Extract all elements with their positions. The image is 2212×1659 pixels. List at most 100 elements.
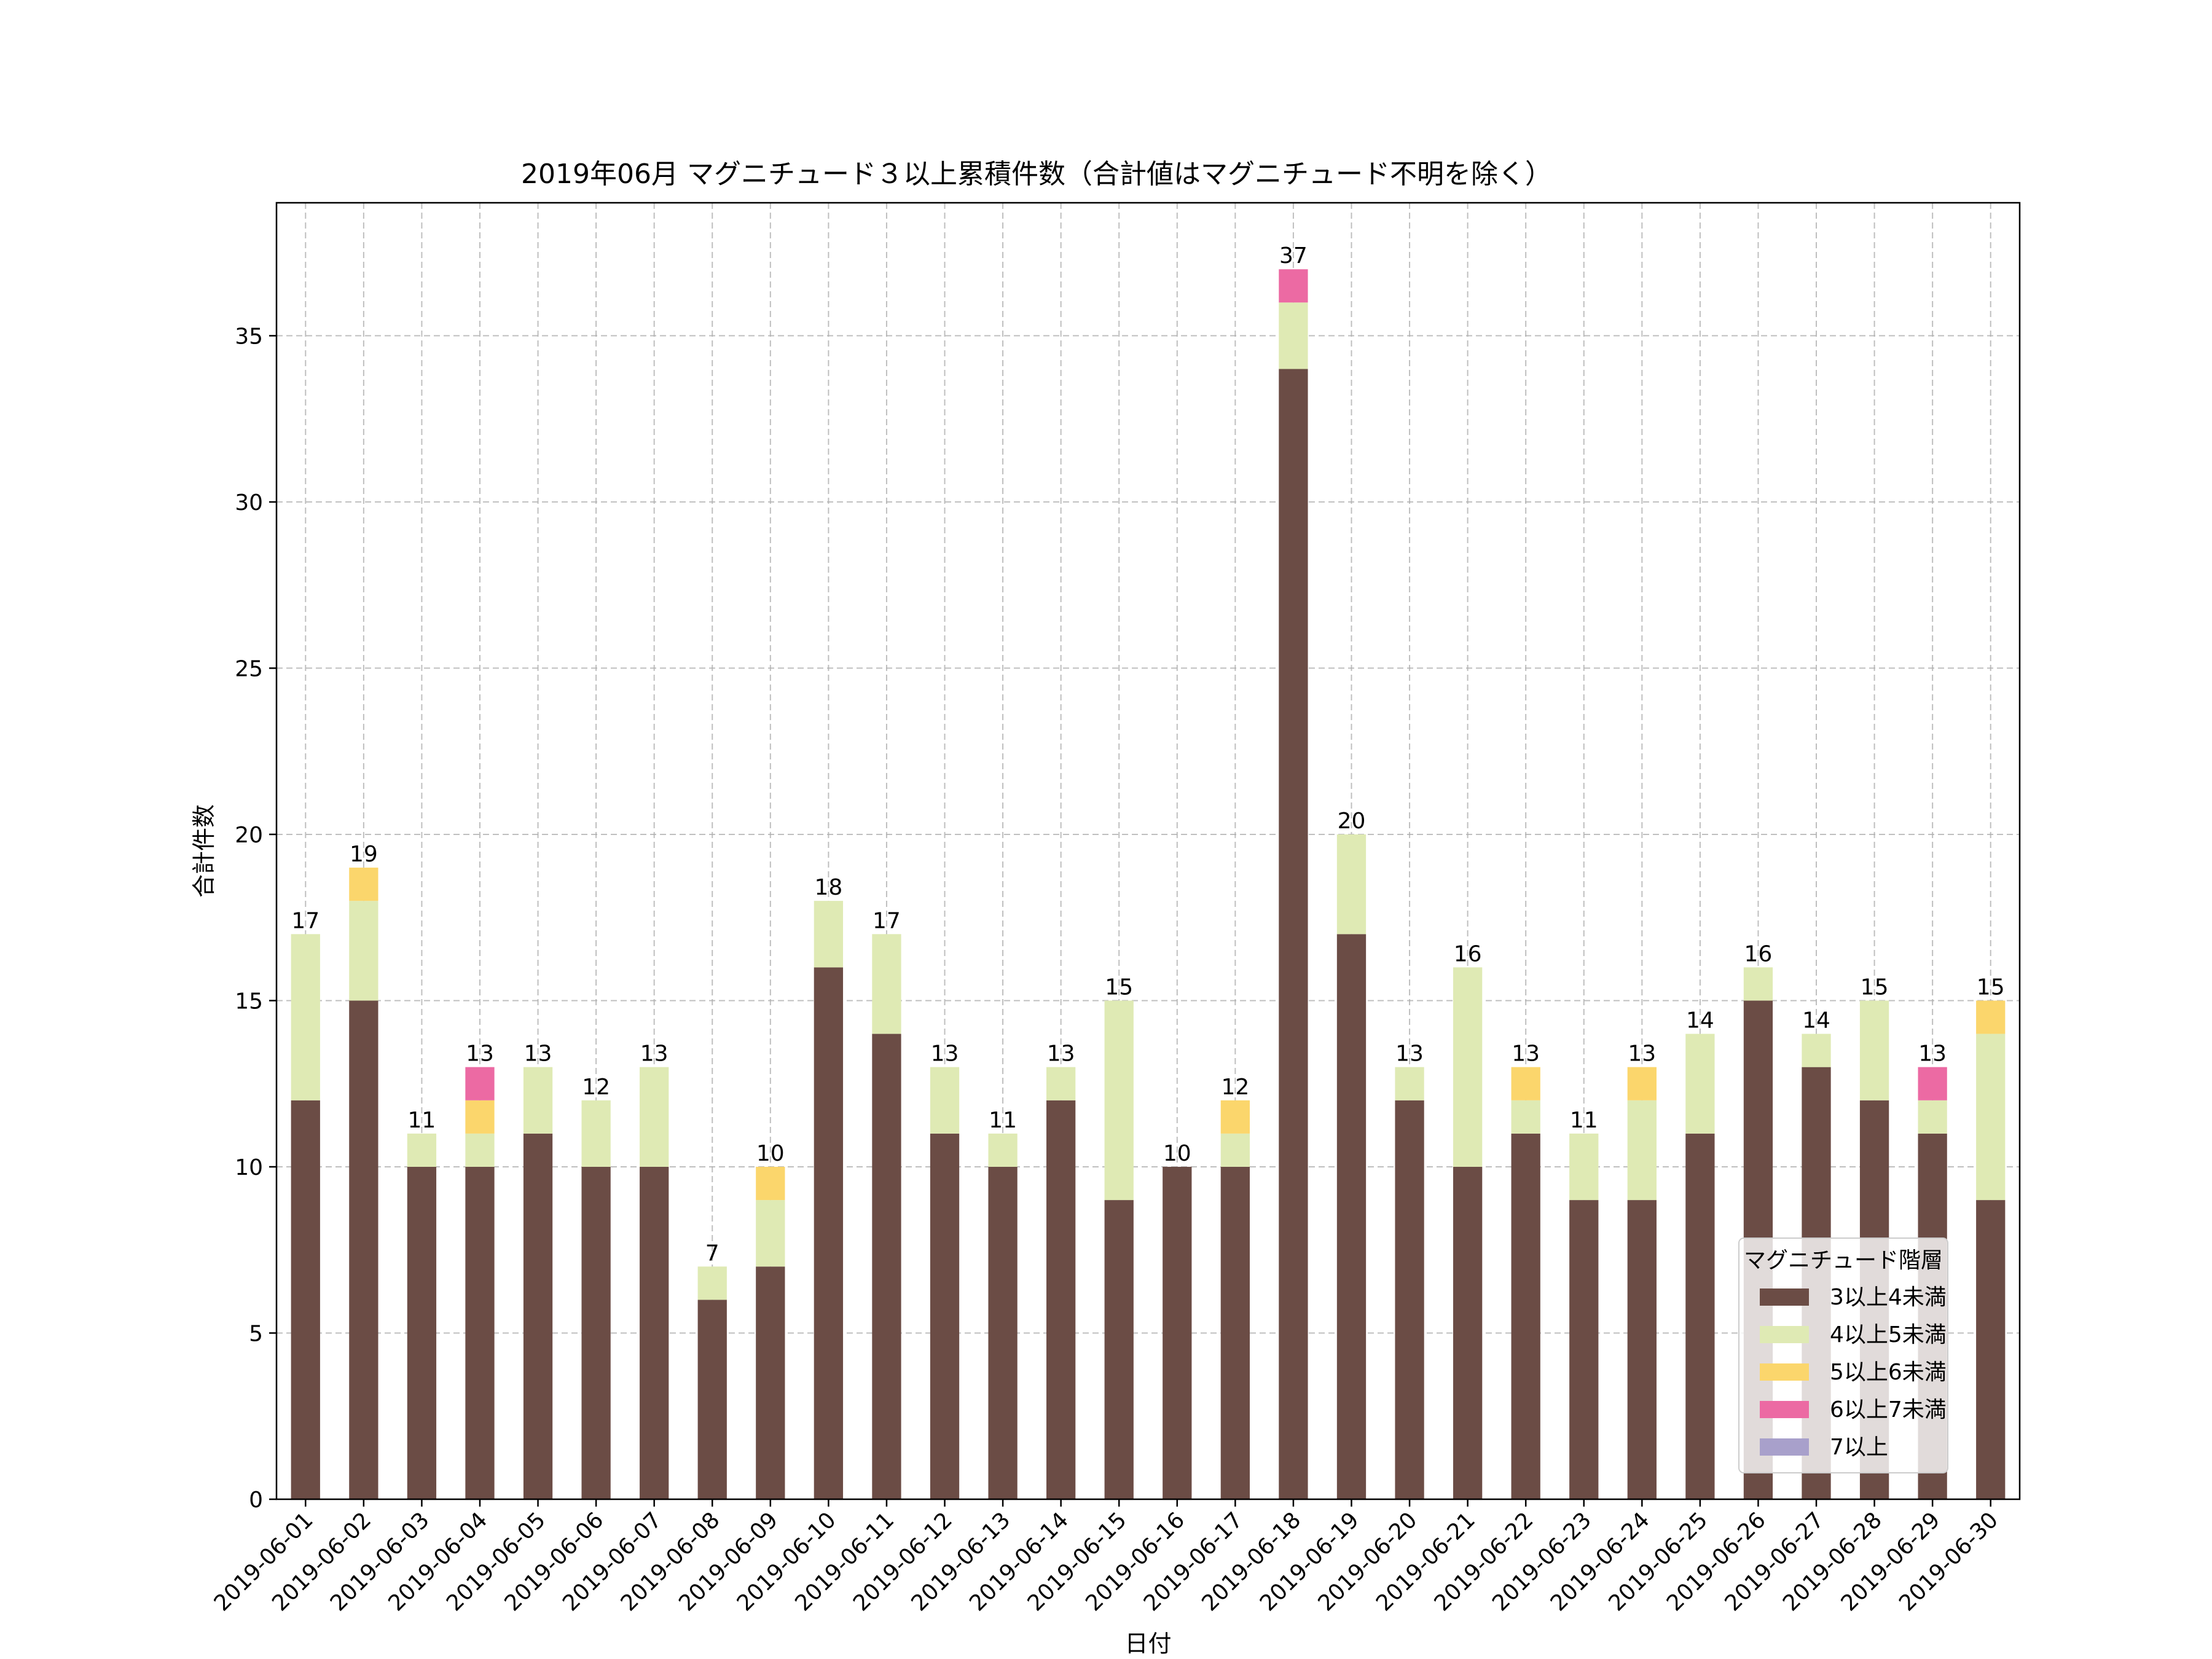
bar-segment-2019-06-29-s3 (1918, 1067, 1947, 1100)
bar-segment-2019-06-25-s1 (1685, 1033, 1715, 1134)
total-label-2019-06-07: 13 (640, 1041, 669, 1067)
bar-segment-2019-06-09-s2 (756, 1166, 785, 1201)
bar-segment-2019-06-20-s0 (1395, 1100, 1424, 1499)
total-label-2019-06-29: 13 (1918, 1041, 1947, 1067)
bar-segment-2019-06-20-s1 (1395, 1067, 1424, 1100)
bar-segment-2019-06-23-s1 (1569, 1133, 1599, 1201)
legend-swatch-3 (1760, 1401, 1809, 1418)
bar-segment-2019-06-13-s0 (988, 1166, 1018, 1499)
bar-segment-2019-06-26-s1 (1743, 967, 1773, 1001)
y-tick-label: 15 (235, 989, 263, 1014)
total-label-2019-06-26: 16 (1744, 941, 1773, 967)
bar-segment-2019-06-01-s1 (291, 934, 320, 1100)
bar-segment-2019-06-06-s1 (581, 1100, 611, 1167)
total-label-2019-06-04: 13 (466, 1041, 494, 1067)
y-tick-label: 5 (249, 1321, 263, 1346)
bar-segment-2019-06-03-s1 (407, 1133, 437, 1167)
bar-segment-2019-06-10-s1 (814, 901, 844, 968)
total-label-2019-06-27: 14 (1802, 1008, 1830, 1033)
total-label-2019-06-21: 16 (1454, 941, 1482, 967)
bar-segment-2019-06-15-s0 (1104, 1200, 1134, 1499)
bar-segment-2019-06-22-s1 (1511, 1100, 1540, 1134)
total-label-2019-06-25: 14 (1686, 1008, 1714, 1033)
legend: マグニチュード階層 3以上4未満 4以上5未満 5以上6未満 6以上7未満 7以上 (1738, 1237, 1948, 1473)
total-label-2019-06-23: 11 (1570, 1108, 1598, 1133)
legend-label-4: 7以上 (1830, 1435, 1888, 1460)
legend-label-0: 3以上4未満 (1830, 1285, 1947, 1310)
legend-swatch-1 (1760, 1326, 1809, 1343)
bar-segment-2019-06-08-s0 (697, 1300, 727, 1499)
total-label-2019-06-15: 15 (1105, 975, 1133, 1000)
total-label-2019-06-11: 17 (873, 908, 901, 933)
bar-segment-2019-06-04-s2 (465, 1100, 495, 1134)
bar-segment-2019-06-16-s0 (1163, 1166, 1192, 1499)
bars-layer (291, 269, 2006, 1499)
bar-segment-2019-06-13-s1 (988, 1133, 1018, 1167)
bar-segment-2019-06-17-s0 (1220, 1166, 1250, 1499)
bar-segment-2019-06-02-s1 (349, 901, 378, 1001)
y-axis: 0 5 10 15 20 25 30 35 (235, 324, 276, 1513)
bar-segment-2019-06-02-s0 (349, 1000, 378, 1499)
bar-segment-2019-06-07-s0 (640, 1166, 669, 1499)
total-label-2019-06-08: 7 (705, 1241, 720, 1266)
bar-segment-2019-06-09-s1 (756, 1200, 785, 1267)
y-tick-label: 25 (235, 656, 263, 681)
x-axis-label: 日付 (1124, 1630, 1171, 1657)
plot-frame (275, 202, 2021, 1500)
bar-segment-2019-06-21-s0 (1453, 1166, 1483, 1499)
total-label-2019-06-20: 13 (1395, 1041, 1424, 1067)
totals-layer: 17 19 11 13 13 12 13 7 10 18 17 13 11 13 15 10 12 37 20 13 1… (291, 243, 2004, 1266)
bar-segment-2019-06-09-s0 (756, 1266, 785, 1499)
legend-swatch-0 (1760, 1288, 1809, 1306)
total-label-2019-06-28: 15 (1861, 975, 1889, 1000)
bar-segment-2019-06-05-s0 (523, 1133, 553, 1499)
legend-label-3: 6以上7未満 (1830, 1397, 1947, 1422)
bar-segment-2019-06-22-s2 (1511, 1067, 1540, 1100)
total-label-2019-06-16: 10 (1163, 1141, 1191, 1166)
bar-segment-2019-06-24-s1 (1627, 1100, 1657, 1201)
bar-segment-2019-06-02-s2 (349, 868, 378, 901)
bar-segment-2019-06-24-s2 (1627, 1067, 1657, 1100)
bar-segment-2019-06-19-s1 (1336, 834, 1367, 935)
bar-segment-2019-06-04-s0 (465, 1166, 495, 1499)
chart-title: 2019年06月 マグニチュード３以上累積件数（合計値はマグニチュード不明を除く… (521, 159, 1552, 190)
total-label-2019-06-19: 20 (1338, 809, 1366, 834)
bar-segment-2019-06-04-s3 (465, 1067, 495, 1100)
y-tick-label: 35 (235, 324, 263, 349)
bar-segment-2019-06-28-s1 (1859, 1000, 1889, 1100)
bar-segment-2019-06-24-s0 (1627, 1200, 1657, 1499)
x-axis: 2019-06-012019-06-022019-06-032019-06-04… (210, 1499, 2003, 1616)
y-tick-label: 10 (235, 1155, 263, 1180)
total-label-2019-06-01: 17 (291, 908, 320, 933)
total-label-2019-06-13: 11 (989, 1108, 1017, 1133)
legend-title: マグニチュード階層 (1744, 1248, 1943, 1273)
bar-segment-2019-06-12-s0 (930, 1133, 960, 1499)
bar-segment-2019-06-21-s1 (1453, 967, 1483, 1167)
total-label-2019-06-06: 12 (582, 1075, 610, 1100)
bar-segment-2019-06-11-s0 (872, 1033, 901, 1499)
y-tick-label: 20 (235, 823, 263, 848)
bar-segment-2019-06-30-s2 (1976, 1000, 2006, 1034)
bar-segment-2019-06-15-s1 (1104, 1000, 1134, 1201)
bar-segment-2019-06-30-s1 (1976, 1033, 2006, 1201)
total-label-2019-06-18: 37 (1279, 243, 1308, 269)
bar-segment-2019-06-08-s1 (697, 1266, 727, 1300)
bar-segment-2019-06-17-s1 (1220, 1133, 1250, 1167)
bar-segment-2019-06-01-s0 (291, 1100, 320, 1499)
total-label-2019-06-14: 13 (1047, 1041, 1075, 1067)
legend-label-1: 4以上5未満 (1830, 1322, 1947, 1347)
bar-segment-2019-06-25-s0 (1685, 1133, 1715, 1499)
bar-segment-2019-06-14-s1 (1046, 1067, 1076, 1100)
bar-segment-2019-06-18-s1 (1279, 302, 1308, 369)
bar-segment-2019-06-30-s0 (1976, 1200, 2006, 1499)
bar-segment-2019-06-14-s0 (1046, 1100, 1076, 1499)
bar-segment-2019-06-03-s0 (407, 1166, 437, 1499)
total-label-2019-06-22: 13 (1512, 1041, 1540, 1067)
bar-segment-2019-06-05-s1 (523, 1067, 553, 1134)
bar-segment-2019-06-06-s0 (581, 1166, 611, 1499)
total-label-2019-06-24: 13 (1628, 1041, 1656, 1067)
total-label-2019-06-30: 15 (1977, 975, 2005, 1000)
total-label-2019-06-02: 19 (350, 842, 378, 867)
bar-segment-2019-06-18-s0 (1279, 369, 1308, 1499)
